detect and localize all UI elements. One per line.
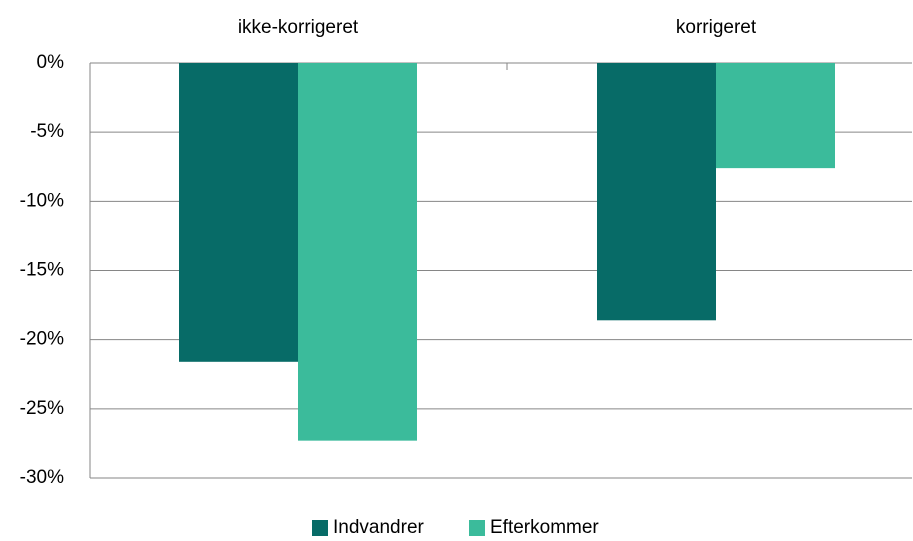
category-label: ikke-korrigeret [238,17,359,38]
y-tick-label: -20% [20,329,64,350]
bar [298,63,417,441]
y-tick-label: -15% [20,260,64,281]
legend-swatch [469,520,485,536]
y-tick-label: -25% [20,398,64,419]
bar [716,63,835,169]
y-tick-label: -10% [20,190,64,211]
y-tick-label: -30% [20,467,64,488]
bar [597,63,716,321]
legend-label: Indvandrer [333,517,425,538]
bar [179,63,298,362]
y-tick-label: 0% [37,52,65,73]
legend-swatch [312,520,328,536]
category-label: korrigeret [676,17,757,38]
y-tick-label: -5% [30,121,64,142]
legend-label: Efterkommer [490,517,599,538]
